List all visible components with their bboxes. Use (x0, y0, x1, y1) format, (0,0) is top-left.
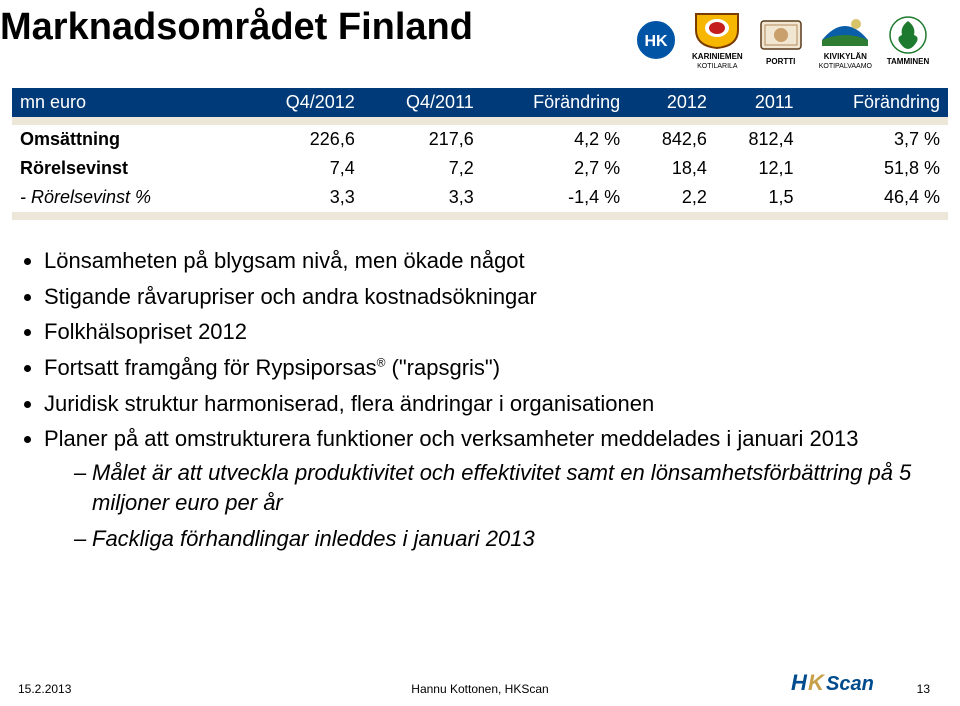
kariniemen-logo: KARINIEMEN KOTILARILA (692, 10, 743, 70)
sub-bullet-item: Målet är att utveckla produktivitet och … (74, 458, 960, 517)
table-cell: 51,8 % (802, 154, 948, 183)
table-cell: 3,7 % (802, 125, 948, 154)
bullet-item: Folkhälsopriset 2012 (44, 317, 960, 347)
table-cell: 3,3 (363, 183, 482, 212)
table-cell: -1,4 % (482, 183, 628, 212)
financial-table-container: mn euroQ4/2012Q4/2011Förändring20122011F… (12, 88, 948, 220)
page-title: Marknadsområdet Finland (0, 0, 473, 49)
row-label: Rörelsevinst (12, 154, 242, 183)
table-cell: 18,4 (628, 154, 715, 183)
title-row: Marknadsområdet Finland HK KARINIEMEN KOT… (0, 0, 960, 70)
table-row: Omsättning226,6217,64,2 %842,6812,43,7 % (12, 125, 948, 154)
hkscan-logo-icon: H K Scan (791, 670, 901, 696)
table-header: mn euroQ4/2012Q4/2011Förändring20122011F… (12, 88, 948, 117)
sub-bullet-item: Fackliga förhandlingar inleddes i januar… (74, 524, 960, 554)
kivikylan-logo-sublabel: KOTIPALVAAMO (819, 63, 872, 70)
table-cell: 1,5 (715, 183, 802, 212)
footer-right: H K Scan 13 (791, 670, 930, 696)
column-header: 2012 (628, 88, 715, 117)
column-header: Q4/2012 (242, 88, 363, 117)
bullet-item: Fortsatt framgång för Rypsiporsas® ("rap… (44, 353, 960, 383)
table-cell: 217,6 (363, 125, 482, 154)
table-cell: 2,7 % (482, 154, 628, 183)
bullet-item: Lönsamheten på blygsam nivå, men ökade n… (44, 246, 960, 276)
portti-logo-label: PORTTI (766, 57, 795, 66)
row-label: - Rörelsevinst % (12, 183, 242, 212)
column-header: Förändring (482, 88, 628, 117)
slide: Marknadsområdet Finland HK KARINIEMEN KOT… (0, 0, 960, 706)
bullet-item: Stigande råvarupriser och andra kostnads… (44, 282, 960, 312)
column-header: mn euro (12, 88, 242, 117)
financial-table: mn euroQ4/2012Q4/2011Förändring20122011F… (12, 88, 948, 220)
svg-text:K: K (808, 670, 826, 695)
footer-date: 15.2.2013 (18, 682, 71, 696)
tamminen-logo: TAMMINEN (886, 15, 930, 66)
footer-page-number: 13 (917, 682, 930, 696)
kariniemen-logo-sublabel: KOTILARILA (697, 63, 737, 70)
hk-logo: HK (634, 18, 678, 62)
bullet-list: Lönsamheten på blygsam nivå, men ökade n… (26, 246, 960, 553)
brand-logo-row: HK KARINIEMEN KOTILARILA PORTTI KIVIKYLÄN… (634, 0, 930, 70)
footer-author: Hannu Kottonen, HKScan (411, 682, 548, 696)
table-row: Rörelsevinst7,47,22,7 %18,412,151,8 % (12, 154, 948, 183)
table-cell: 2,2 (628, 183, 715, 212)
svg-text:Scan: Scan (826, 673, 874, 695)
table-body: Omsättning226,6217,64,2 %842,6812,43,7 %… (12, 117, 948, 220)
table-cell: 7,2 (363, 154, 482, 183)
bullet-item: Juridisk struktur harmoniserad, flera än… (44, 389, 960, 419)
table-cell: 12,1 (715, 154, 802, 183)
table-cell: 842,6 (628, 125, 715, 154)
bullet-item: Planer på att omstrukturera funktioner o… (44, 424, 960, 553)
row-label: Omsättning (12, 125, 242, 154)
column-header: Förändring (802, 88, 948, 117)
kivikylan-logo-label: KIVIKYLÄN (824, 52, 867, 61)
table-cell: 4,2 % (482, 125, 628, 154)
table-row: - Rörelsevinst %3,33,3-1,4 %2,21,546,4 % (12, 183, 948, 212)
kariniemen-logo-label: KARINIEMEN (692, 52, 743, 61)
table-cell: 812,4 (715, 125, 802, 154)
kivikylan-logo: KIVIKYLÄN KOTIPALVAAMO (819, 10, 872, 70)
tamminen-logo-label: TAMMINEN (887, 57, 930, 66)
column-header: 2011 (715, 88, 802, 117)
table-cell: 46,4 % (802, 183, 948, 212)
table-cell: 226,6 (242, 125, 363, 154)
sub-bullet-list: Målet är att utveckla produktivitet och … (74, 458, 960, 553)
footer: 15.2.2013 Hannu Kottonen, HKScan H K Sca… (0, 670, 960, 696)
svg-text:HK: HK (644, 33, 668, 50)
table-cell: 7,4 (242, 154, 363, 183)
table-cell: 3,3 (242, 183, 363, 212)
portti-logo: PORTTI (757, 15, 805, 66)
svg-text:H: H (791, 670, 808, 695)
column-header: Q4/2011 (363, 88, 482, 117)
